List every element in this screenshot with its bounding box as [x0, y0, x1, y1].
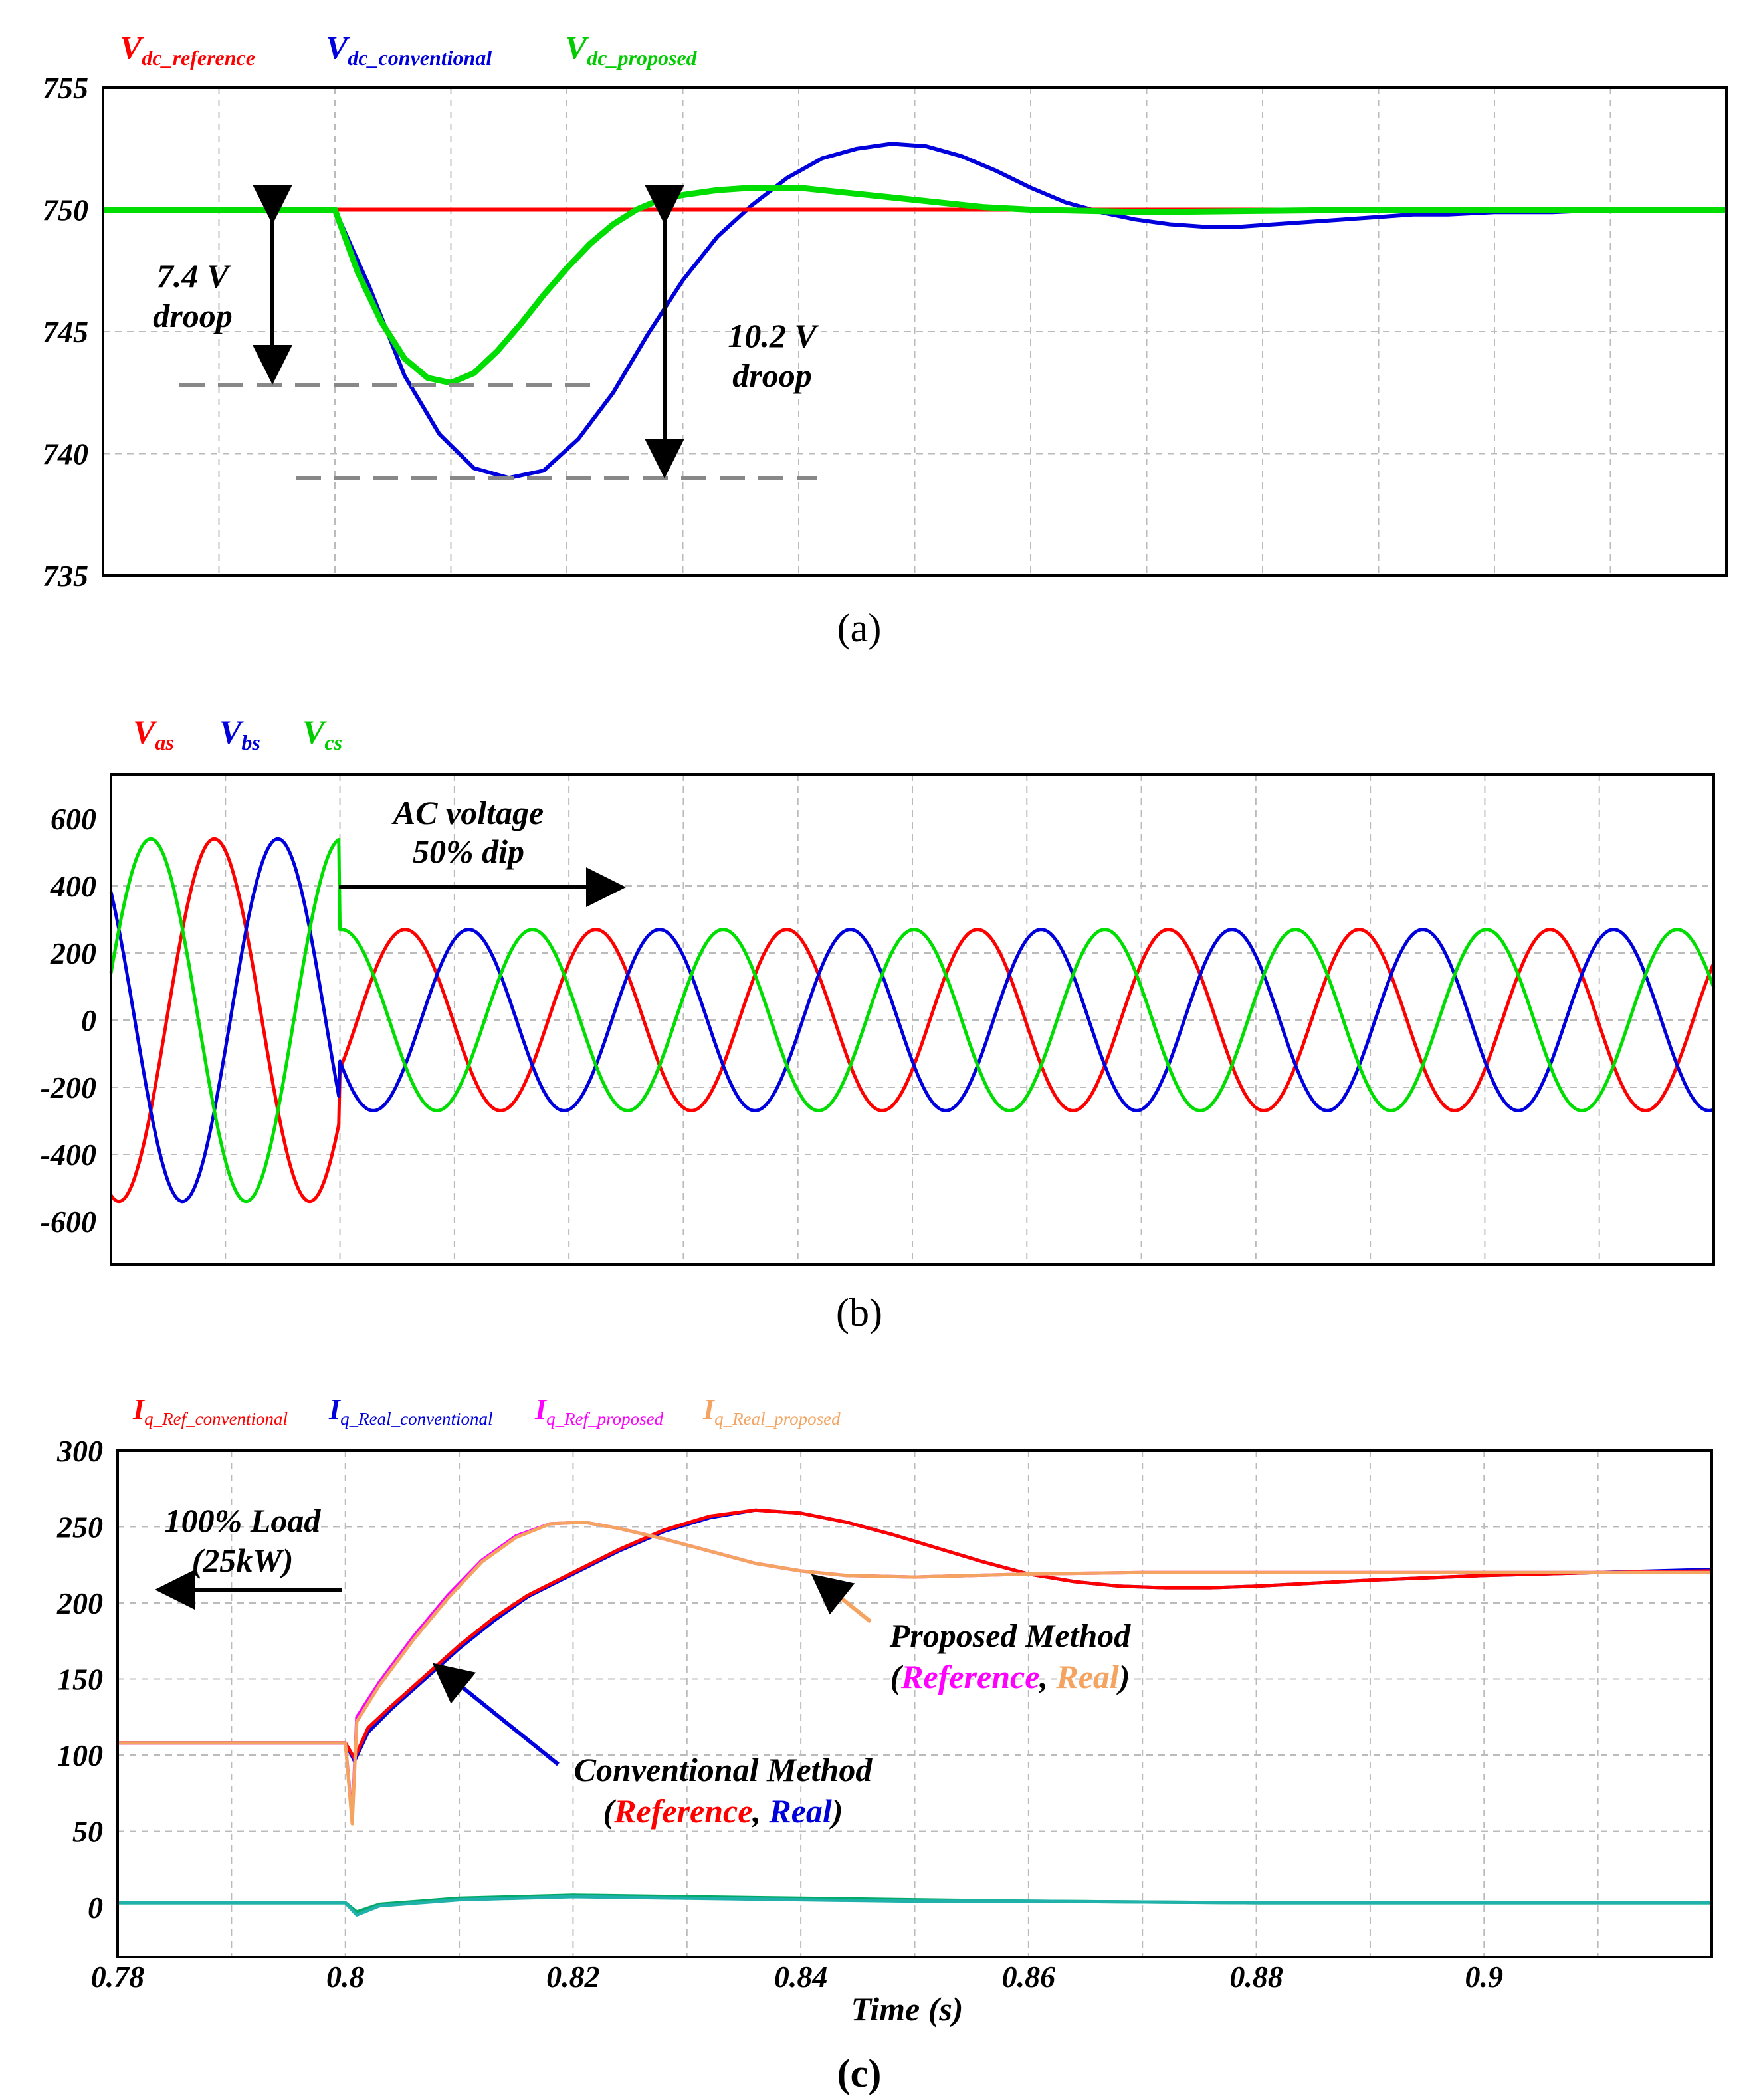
series-a-Vdc_conventional [103, 142, 1726, 480]
ytick-b-0: 600 [51, 802, 96, 836]
panel-c-frame [116, 1449, 1713, 1958]
series-b-Vcs [109, 837, 1716, 1204]
panel-c-y-ticks: 300 250 200 150 100 50 0 [56, 1434, 103, 1925]
x-axis-label: Time (s) [851, 1990, 964, 2028]
panel-a: Vdc_reference Vdc_conventional Vdc_propo… [43, 29, 1728, 650]
annotation-load-line1: 100% Load [165, 1502, 322, 1539]
legend-b-0: Vas [133, 713, 174, 754]
ytick-b-4: -200 [41, 1071, 96, 1104]
ytick-c-6: 0 [88, 1891, 103, 1925]
xtick-c-3: 0.84 [774, 1960, 828, 1994]
annotation-7v4-line2: droop [153, 297, 232, 334]
panel-c-grid [118, 1451, 1712, 1957]
annotation-10v2-line2: droop [732, 357, 811, 394]
series-b-Vbs [109, 837, 1714, 1204]
proposed-real-label: Real [1055, 1658, 1119, 1695]
panel-a-frame [102, 86, 1728, 577]
legend-c-2: Iq_Ref_proposed [534, 1393, 664, 1429]
caption-a: (a) [837, 606, 882, 650]
legend-b-1: Vbs [219, 713, 260, 754]
panel-a-grid [103, 88, 1726, 576]
ytick-b-6: -600 [41, 1205, 96, 1239]
panel-c-legend: Iq_Ref_conventional Iq_Real_conventional… [132, 1393, 841, 1429]
conventional-pointer-arrow [432, 1663, 560, 1766]
ytick-b-3: 0 [81, 1003, 96, 1037]
caption-b: (b) [836, 1291, 882, 1334]
proposed-pointer-arrow [811, 1574, 872, 1624]
legend-a-1: Vdc_conventional [326, 29, 492, 70]
xtick-c-2: 0.82 [546, 1960, 600, 1994]
panel-c-x-ticks: 0.78 0.8 0.82 0.84 0.86 0.88 0.9 [91, 1960, 1503, 1994]
legend-c-1: Iq_Real_conventional [328, 1393, 493, 1429]
legend-b-2: Vcs [302, 713, 342, 754]
series-c-Iq_Real_proposed [118, 1521, 1712, 1826]
xtick-c-5: 0.88 [1229, 1960, 1283, 1994]
panel-b-legend: Vas Vbs Vcs [133, 713, 342, 754]
annotation-proposed-line2: (Reference, Real) [890, 1658, 1130, 1695]
legend-c-3: Iq_Real_proposed [702, 1393, 841, 1429]
ytick-c-4: 100 [57, 1738, 103, 1772]
annotation-conventional-line2: (Reference, Real) [603, 1792, 843, 1830]
panel-a-y-ticks: 755 750 745 740 735 [43, 71, 88, 593]
panel-c: Iq_Ref_conventional Iq_Real_conventional… [56, 1393, 1713, 2095]
legend-a-0: Vdc_reference [120, 29, 255, 70]
ytick-a-3: 740 [43, 437, 88, 471]
series-c-Iq_Ref_conventional [118, 1508, 1712, 1760]
conventional-ref-label: Reference [613, 1792, 752, 1830]
ytick-a-0: 755 [43, 71, 88, 105]
series-b-Vas [109, 837, 1716, 1204]
annotation-conventional-line1: Conventional Method [574, 1751, 873, 1788]
xtick-c-6: 0.9 [1465, 1960, 1504, 1994]
annotation-load-line2: (25kW) [192, 1542, 294, 1579]
panel-b-y-ticks: 600 400 200 0 -200 -400 -600 [41, 802, 96, 1239]
panel-a-legend: Vdc_reference Vdc_conventional Vdc_propo… [120, 29, 698, 70]
annotation-proposed-line1: Proposed Method [889, 1617, 1132, 1654]
panel-b-frame [110, 773, 1715, 1266]
ytick-c-1: 250 [56, 1511, 103, 1544]
legend-c-0: Iq_Ref_conventional [132, 1393, 288, 1429]
ytick-b-5: -400 [41, 1138, 96, 1172]
annotation-7v4-line1: 7.4 V [157, 257, 231, 294]
xtick-c-4: 0.86 [1002, 1960, 1056, 1994]
annotation-dip-line2: 50% dip [413, 833, 524, 870]
series-c-Id_proposed [118, 1895, 1712, 1917]
proposed-ref-label: Reference [900, 1658, 1039, 1695]
panel-c-series [118, 1508, 1712, 1917]
ytick-b-1: 400 [50, 869, 96, 903]
ytick-a-4: 735 [43, 559, 88, 593]
panel-b-grid [111, 774, 1714, 1265]
legend-a-2: Vdc_proposed [565, 29, 698, 70]
xtick-c-1: 0.8 [326, 1960, 365, 1994]
ytick-a-1: 750 [43, 193, 88, 227]
ytick-c-2: 200 [56, 1586, 103, 1620]
ytick-c-3: 150 [57, 1663, 103, 1697]
xtick-c-0: 0.78 [91, 1960, 145, 1994]
ytick-c-0: 300 [56, 1434, 103, 1468]
annotation-dip-line1: AC voltage [391, 794, 544, 831]
ytick-b-2: 200 [50, 936, 96, 970]
panel-b: Vas Vbs Vcs 600 400 200 0 -200 -400 -600 AC vo… [41, 713, 1716, 1334]
caption-c: (c) [837, 2051, 882, 2095]
annotation-10v2-line1: 10.2 V [728, 317, 819, 354]
conventional-real-label: Real [768, 1792, 832, 1830]
panel-b-series [109, 837, 1716, 1204]
ytick-c-5: 50 [72, 1815, 103, 1849]
ytick-a-2: 745 [43, 315, 88, 349]
